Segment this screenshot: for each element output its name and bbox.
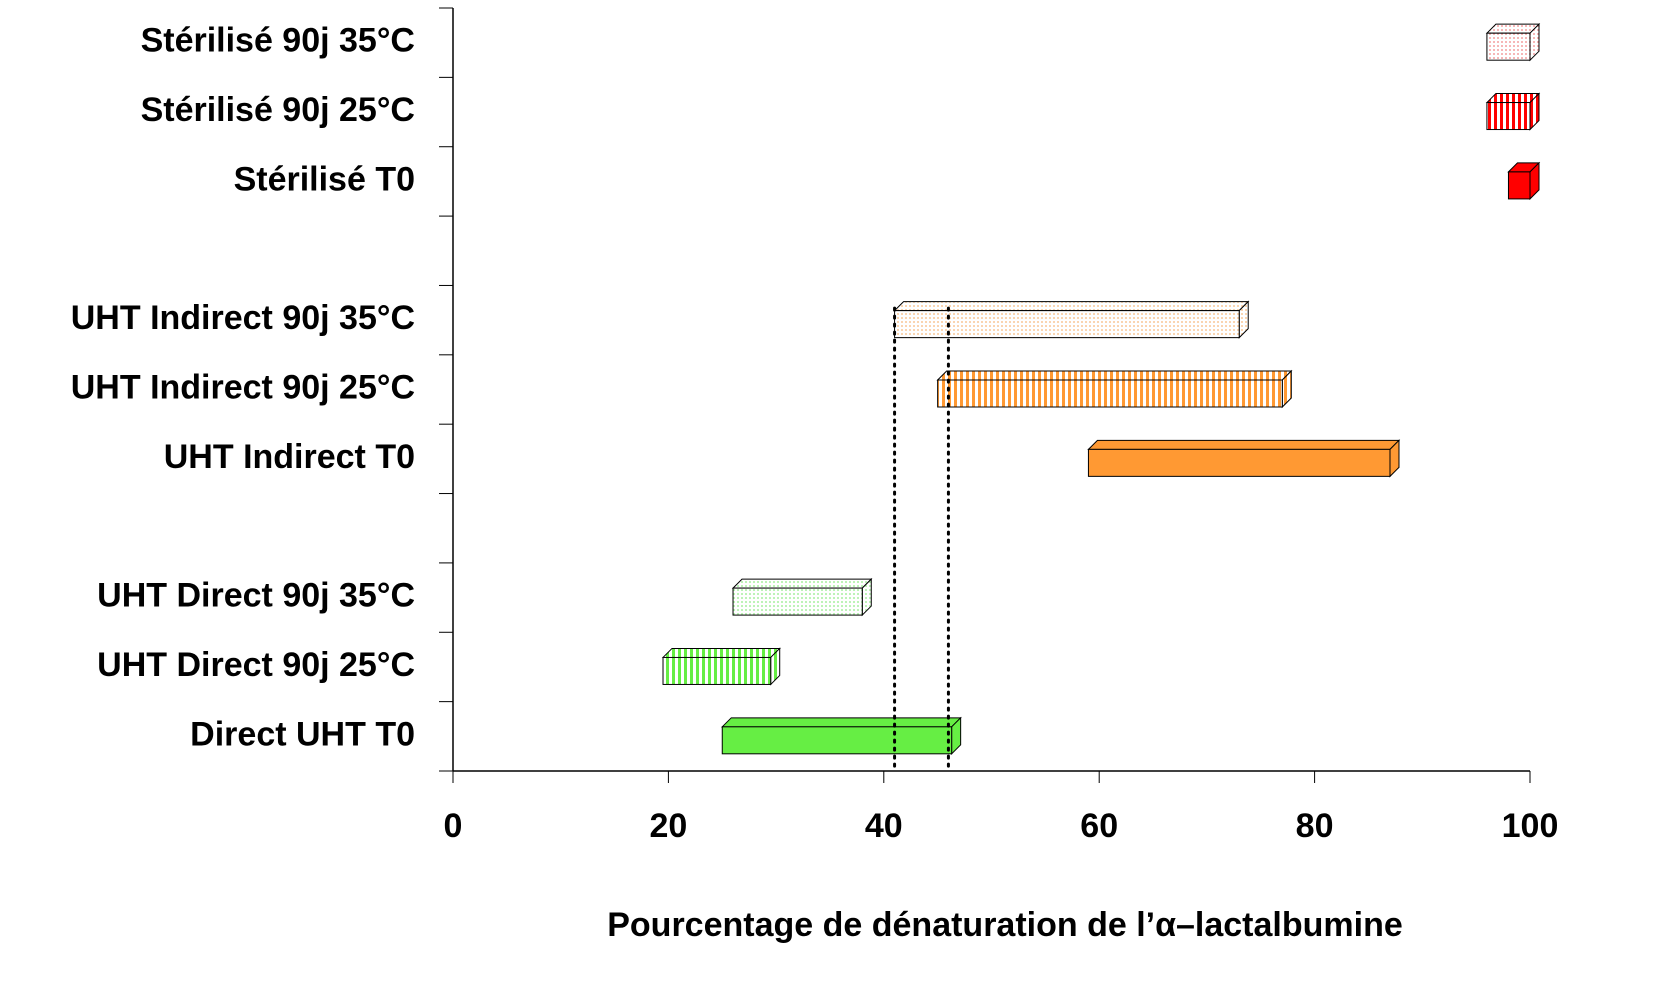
bar-front: [732, 587, 863, 616]
y-tick-label: UHT Direct 90j 35°C: [97, 577, 415, 615]
x-tick-label: 0: [444, 807, 463, 845]
bar-top: [661, 647, 781, 658]
bar: [1485, 22, 1541, 62]
x-tick-label: 100: [1502, 807, 1559, 845]
bar-front: [894, 310, 1240, 339]
bar-top: [731, 578, 873, 589]
bar-front: [937, 379, 1283, 408]
bar-front: [1486, 102, 1531, 131]
x-axis-title: Pourcentage de dénaturation de l’α–lacta…: [607, 906, 1403, 944]
bar: [721, 716, 962, 756]
y-tick-label: UHT Indirect T0: [164, 438, 415, 476]
bar: [1087, 439, 1401, 478]
x-tick-label: 20: [649, 807, 687, 845]
bar-front: [1087, 448, 1391, 477]
bar-front: [1507, 171, 1531, 200]
x-tick-label: 60: [1080, 807, 1118, 845]
bar-top: [721, 717, 962, 728]
bar: [936, 369, 1293, 409]
bar: [1507, 161, 1541, 201]
x-tick-label: 40: [865, 807, 903, 845]
y-tick-label: Direct UHT T0: [190, 715, 415, 753]
bar: [661, 647, 781, 686]
y-tick-label: UHT Direct 90j 25°C: [97, 646, 415, 684]
bar-front: [1486, 32, 1531, 61]
bar: [1485, 92, 1541, 131]
y-tick-label: Stérilisé 90j 25°C: [141, 91, 415, 129]
bar: [731, 577, 873, 617]
bar-front: [721, 726, 953, 755]
x-tick-label: 80: [1296, 807, 1334, 845]
bar-top: [1087, 439, 1401, 450]
y-tick-label: UHT Indirect 90j 25°C: [71, 368, 415, 406]
y-tick-label: Stérilisé T0: [234, 160, 415, 198]
y-tick-label: Stérilisé 90j 35°C: [141, 22, 415, 60]
bar-top: [936, 370, 1293, 381]
bar: [893, 300, 1250, 339]
bar-front: [662, 656, 772, 685]
y-tick-label: UHT Indirect 90j 35°C: [71, 299, 415, 337]
